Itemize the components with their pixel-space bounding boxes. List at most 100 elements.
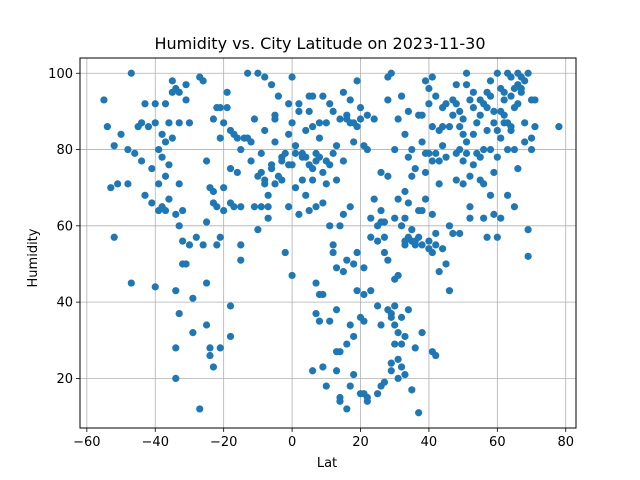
data-point (261, 176, 269, 184)
data-point (343, 256, 351, 264)
axis-ticks: −60 −40 −20 0 20 40 60 80 20 40 60 80 100 (48, 67, 574, 450)
data-point (196, 405, 204, 413)
data-point (257, 168, 265, 177)
data-point (428, 73, 436, 81)
data-point (507, 123, 515, 131)
data-point (233, 134, 241, 142)
data-point (172, 374, 180, 383)
data-point (510, 145, 519, 154)
data-point (346, 382, 354, 390)
data-point (209, 363, 218, 371)
data-point (332, 176, 341, 184)
data-point (339, 210, 347, 218)
data-point (401, 370, 409, 379)
data-point (490, 210, 498, 218)
data-point (527, 145, 536, 154)
data-point (397, 222, 406, 230)
data-point (202, 321, 211, 329)
data-point (271, 111, 279, 119)
data-point (418, 241, 426, 249)
data-point (425, 237, 433, 245)
data-point (322, 180, 330, 188)
data-point (425, 100, 433, 108)
data-point (131, 149, 139, 157)
data-point (165, 119, 173, 127)
data-point (319, 363, 327, 371)
data-point (291, 142, 300, 150)
y-tick-label: 20 (56, 372, 73, 387)
data-point (315, 153, 324, 161)
data-point (370, 115, 378, 123)
data-point (281, 248, 289, 257)
data-point (524, 226, 532, 234)
data-point (517, 84, 525, 93)
data-point (107, 184, 115, 192)
data-point (261, 73, 269, 81)
data-point (432, 241, 440, 249)
data-point (408, 386, 416, 394)
data-point (391, 145, 399, 154)
data-point (285, 130, 293, 138)
data-point (486, 145, 495, 154)
data-point (531, 123, 539, 131)
data-point (216, 134, 224, 142)
data-point (411, 165, 419, 173)
data-point (374, 237, 382, 245)
data-point (490, 107, 498, 116)
data-point (110, 233, 118, 241)
data-point (462, 69, 471, 77)
data-point (432, 149, 440, 157)
data-point (418, 111, 426, 119)
data-point (445, 287, 454, 295)
data-point (319, 199, 327, 207)
data-point (202, 279, 211, 287)
data-point (185, 241, 194, 249)
data-point (124, 145, 132, 154)
data-point (438, 245, 447, 253)
data-point (353, 123, 361, 131)
data-point (315, 134, 324, 142)
plot-frame (79, 57, 577, 429)
data-point (226, 302, 235, 310)
data-point (521, 119, 529, 127)
data-point (288, 119, 296, 127)
data-point (531, 96, 539, 104)
data-point (155, 145, 163, 154)
data-point (377, 321, 385, 329)
data-point (397, 363, 406, 371)
data-point (182, 260, 190, 268)
data-point (250, 203, 259, 211)
data-point (213, 203, 221, 211)
data-point (510, 203, 519, 211)
data-point (435, 180, 443, 188)
data-point (394, 374, 402, 383)
data-point (114, 180, 122, 188)
x-tick-label: 0 (288, 435, 296, 450)
data-point (220, 184, 228, 192)
data-point (185, 119, 194, 127)
data-point (309, 92, 317, 100)
data-point (206, 344, 214, 352)
data-point (257, 149, 265, 157)
data-point (480, 180, 488, 188)
data-point (326, 161, 334, 169)
data-point (288, 271, 296, 280)
data-point (394, 329, 402, 337)
data-point (182, 81, 190, 89)
data-point (329, 107, 337, 116)
data-point (285, 203, 293, 211)
data-point (353, 77, 361, 85)
data-point (117, 130, 125, 138)
data-point (339, 88, 347, 96)
data-point (271, 180, 279, 188)
x-tick-label: −20 (210, 435, 237, 450)
data-point (503, 191, 512, 199)
data-point (483, 126, 491, 135)
y-tick-label: 60 (56, 219, 73, 234)
data-point (469, 88, 477, 96)
data-point (374, 390, 382, 398)
data-point (442, 260, 450, 268)
data-point (305, 107, 313, 116)
data-point (459, 115, 467, 123)
data-point (486, 191, 495, 199)
